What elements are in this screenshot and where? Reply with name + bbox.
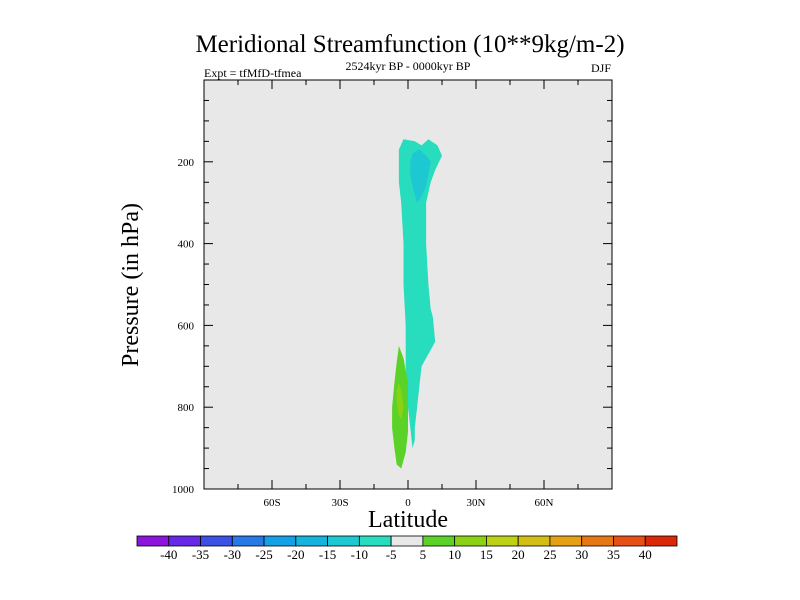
y-tick-label: 400	[178, 239, 195, 251]
y-tick-label: 800	[178, 402, 195, 414]
colorbar-swatch	[644, 535, 678, 547]
x-tick-label: 30S	[331, 497, 348, 509]
colorbar-label: 5	[420, 547, 427, 562]
contour-lower-positive-core	[396, 382, 404, 420]
colorbar-swatch	[358, 535, 392, 547]
x-tick-label: 60N	[535, 497, 554, 509]
y-tick-label: 200	[178, 157, 195, 169]
x-tick-label: 30N	[467, 497, 486, 509]
left-subtitle: Expt = tfMfD-tfmea	[204, 66, 302, 80]
x-tick-label: 0	[405, 497, 411, 509]
colorbar-label: -5	[386, 547, 397, 562]
colorbar-label: 20	[512, 547, 525, 562]
colorbar: -40 -35 -30 -25 -20 -15 -10 -5 5 10 15 20 25 30 35 40	[136, 535, 678, 562]
colorbar-label: 30	[575, 547, 588, 562]
colorbar-swatch	[390, 535, 424, 547]
colorbar-swatch	[517, 535, 551, 547]
y-tick-label: 1000	[172, 484, 195, 496]
colorbar-swatch	[200, 535, 233, 547]
x-tick-label: 60S	[263, 497, 280, 509]
contour-upper-core	[410, 149, 431, 203]
colorbar-label: -30	[224, 547, 241, 562]
axis-ticks: 60S 30S 0 30N 60N 200 400 600 800 1000	[172, 80, 612, 509]
x-axis-title: Latitude	[368, 507, 448, 533]
colorbar-swatch	[422, 535, 456, 547]
colorbar-swatch	[231, 535, 265, 547]
colorbar-swatch	[327, 535, 360, 547]
colorbar-swatch	[263, 535, 297, 547]
colorbar-label: -20	[287, 547, 304, 562]
colorbar-swatch	[486, 535, 519, 547]
colorbar-swatch	[581, 535, 614, 547]
right-subtitle: DJF	[591, 61, 611, 75]
colorbar-swatch	[454, 535, 487, 547]
colorbar-swatch	[549, 535, 583, 547]
colorbar-swatch	[136, 535, 170, 547]
colorbar-label: 40	[639, 547, 652, 562]
colorbar-label: 35	[607, 547, 620, 562]
colorbar-label: -25	[255, 547, 272, 562]
y-axis-title: Pressure (in hPa)	[118, 203, 144, 367]
colorbar-swatch	[168, 535, 201, 547]
y-tick-label: 600	[178, 320, 195, 332]
colorbar-swatch	[295, 535, 328, 547]
colorbar-label: -15	[319, 547, 336, 562]
colorbar-label: 15	[480, 547, 493, 562]
colorbar-label: -10	[351, 547, 368, 562]
colorbar-swatch	[613, 535, 646, 547]
colorbar-label: -35	[192, 547, 209, 562]
colorbar-label: 25	[543, 547, 556, 562]
center-subtitle: 2524kyr BP - 0000kyr BP	[346, 59, 471, 73]
colorbar-label: -40	[160, 547, 177, 562]
plot-area: 60S 30S 0 30N 60N 200 400 600 800 1000	[172, 79, 613, 509]
chart-title: Meridional Streamfunction (10**9kg/m-2)	[195, 31, 624, 58]
contour-regions	[392, 139, 442, 469]
colorbar-label: 10	[448, 547, 461, 562]
contour-upper-negative-cell	[398, 139, 442, 449]
